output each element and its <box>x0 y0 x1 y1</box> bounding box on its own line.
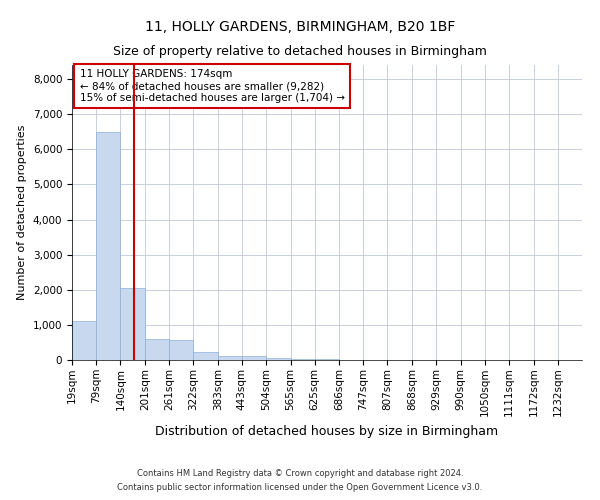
Text: Contains HM Land Registry data © Crown copyright and database right 2024.: Contains HM Land Registry data © Crown c… <box>137 468 463 477</box>
Text: Size of property relative to detached houses in Birmingham: Size of property relative to detached ho… <box>113 45 487 58</box>
Bar <box>96 132 121 360</box>
Y-axis label: Number of detached properties: Number of detached properties <box>17 125 27 300</box>
Bar <box>218 356 242 360</box>
Text: Contains public sector information licensed under the Open Government Licence v3: Contains public sector information licen… <box>118 484 482 492</box>
Bar <box>145 339 169 360</box>
Bar <box>314 359 339 360</box>
Bar <box>290 359 315 360</box>
Text: 11, HOLLY GARDENS, BIRMINGHAM, B20 1BF: 11, HOLLY GARDENS, BIRMINGHAM, B20 1BF <box>145 20 455 34</box>
Bar <box>72 322 97 360</box>
Bar <box>266 358 290 360</box>
X-axis label: Distribution of detached houses by size in Birmingham: Distribution of detached houses by size … <box>155 424 499 438</box>
Bar <box>193 352 218 360</box>
Text: 11 HOLLY GARDENS: 174sqm
← 84% of detached houses are smaller (9,282)
15% of sem: 11 HOLLY GARDENS: 174sqm ← 84% of detach… <box>80 70 344 102</box>
Bar <box>169 340 193 360</box>
Bar <box>242 356 266 360</box>
Bar <box>121 288 145 360</box>
